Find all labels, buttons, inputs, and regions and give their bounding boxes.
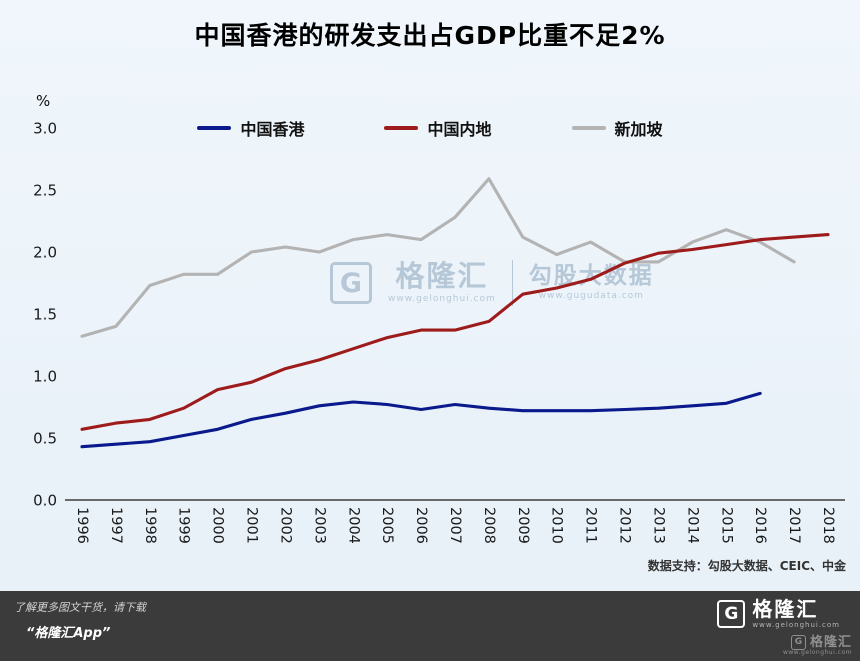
footer-small-brand-url: www.gelonghui.com: [782, 649, 852, 657]
footer-brand-logo: G 格隆汇 www.gelonghui.com: [717, 598, 840, 629]
y-axis-unit-label: %: [36, 92, 51, 110]
y-tick-label: 0.5: [33, 430, 57, 448]
watermark-brand-url: www.gelonghui.com: [388, 294, 496, 304]
footer-brand-url: www.gelonghui.com: [752, 621, 840, 629]
legend-label-mainland: 中国内地: [427, 120, 492, 139]
data-source-note: 数据支持：勾股大数据、CEIC、中金: [647, 559, 846, 573]
watermark: G 格隆汇 www.gelonghui.com 勾股大数据 www.guguda…: [330, 260, 654, 306]
x-tick-label: 2012: [617, 507, 633, 544]
footer-small-brand-name: 格隆汇: [809, 634, 852, 650]
footer-promo: 了解更多图文干货，请下载 “格隆汇App”: [14, 599, 146, 641]
x-tick-label: 2009: [515, 507, 531, 544]
x-tick-label: 2008: [481, 507, 497, 544]
x-tick-label: 2006: [413, 507, 429, 544]
legend-item-hongkong: 中国香港: [197, 116, 304, 140]
y-tick-label: 2.0: [33, 244, 57, 262]
x-tick-label: 2018: [820, 507, 836, 544]
x-tick-label: 2007: [447, 507, 463, 544]
y-tick-label: 1.0: [33, 368, 57, 386]
series-line-singapore: [80, 177, 796, 338]
x-tick-label: 2010: [549, 507, 565, 544]
x-tick-label: 1997: [108, 507, 124, 544]
legend-swatch-mainland: [384, 126, 419, 130]
legend-swatch-hongkong: [197, 126, 232, 130]
x-tick-label: 2004: [345, 507, 361, 544]
series-line-hongkong: [80, 391, 762, 449]
y-tick-label: 3.0: [33, 120, 57, 138]
footer-g-logo-icon: G: [717, 600, 746, 628]
chart-title: 中国香港的研发支出占GDP比重不足2%: [194, 21, 666, 50]
footer-brand-name: 格隆汇: [752, 597, 819, 621]
x-tick-label: 2014: [684, 507, 700, 544]
chart-legend: 中国香港 中国内地 新加坡: [0, 116, 860, 140]
x-tick-label: 1998: [142, 507, 158, 544]
legend-item-mainland: 中国内地: [384, 116, 492, 140]
x-tick-label: 2001: [244, 507, 260, 544]
x-tick-label: 2016: [752, 507, 768, 544]
watermark-partner: 勾股大数据: [528, 263, 654, 290]
x-tick-label: 2002: [277, 507, 293, 544]
series-line-mainland: [80, 233, 830, 431]
footer-small-g-logo-icon: G: [790, 635, 806, 651]
x-tick-label: 2000: [210, 507, 226, 544]
watermark-g-logo-icon: G: [330, 262, 372, 304]
x-tick-label: 1996: [74, 507, 90, 544]
legend-item-singapore: 新加坡: [571, 116, 663, 140]
x-tick-label: 2011: [583, 507, 599, 544]
legend-swatch-singapore: [571, 126, 606, 130]
footer-brand-logo-small: G 格隆汇 www.gelonghui.com: [783, 635, 852, 657]
watermark-brand: 格隆汇: [395, 259, 489, 294]
x-tick-label: 2015: [718, 507, 734, 544]
footer-app-name: “格隆汇App”: [26, 626, 111, 641]
x-tick-label: 2013: [650, 507, 666, 544]
x-tick-label: 2005: [379, 507, 395, 544]
y-tick-label: 2.5: [33, 182, 57, 200]
y-tick-label: 0.0: [33, 492, 57, 510]
footer-promo-text: 了解更多图文干货，请下载: [14, 601, 146, 614]
x-tick-label: 1999: [176, 507, 192, 544]
watermark-divider: [511, 260, 513, 306]
legend-label-hongkong: 中国香港: [240, 120, 305, 139]
x-tick-label: 2003: [311, 507, 327, 544]
legend-label-singapore: 新加坡: [614, 120, 663, 139]
y-tick-label: 1.5: [33, 306, 57, 324]
footer-bar: 了解更多图文干货，请下载 “格隆汇App” G 格隆汇 www.gelonghu…: [0, 591, 860, 661]
chart-canvas: 0.0 0.5 1.0 1.5 2.0 2.5 3.0 1996 1997 1998 1999 200…: [33, 120, 845, 544]
x-tick-label: 2017: [786, 507, 802, 544]
watermark-partner-url: www.gugudata.com: [538, 290, 644, 301]
